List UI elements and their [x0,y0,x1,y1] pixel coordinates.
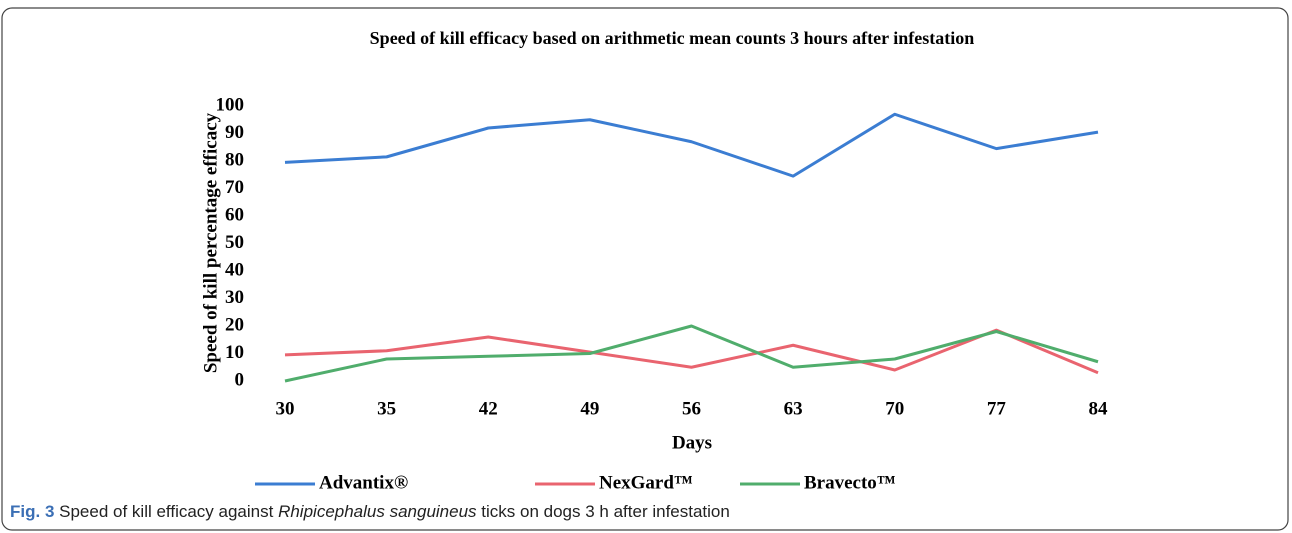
series-line [284,324,1099,383]
legend-label: NexGard™ [599,472,693,493]
x-tick-label: 35 [377,398,396,419]
y-tick-label: 10 [225,342,244,363]
y-axis-label: Speed of kill percentage efficacy [200,112,221,373]
y-tick-label: 50 [225,232,244,253]
x-tick-label: 49 [580,398,599,419]
chart-title: Speed of kill efficacy based on arithmet… [370,28,975,48]
x-tick-label: 30 [276,398,295,419]
x-tick-label: 77 [987,398,1007,419]
series-line [284,112,1099,178]
y-tick-label: 20 [225,314,244,335]
x-axis-label: Days [672,432,712,453]
y-tick-label: 60 [225,204,244,225]
x-tick-label: 84 [1089,398,1109,419]
y-tick-label: 30 [225,287,244,308]
caption-label: Fig. 3 [10,502,54,521]
caption-species: Rhipicephalus sanguineus [278,502,477,521]
y-tick-label: 90 [225,122,244,143]
y-tick-label: 40 [225,259,244,280]
caption-text: Speed of kill efficacy against [59,502,273,521]
figure-frame [1,7,1289,531]
y-tick-label: 80 [225,149,244,170]
series-line [284,328,1099,375]
y-tick-label: 70 [225,177,244,198]
y-tick-label: 0 [235,369,245,390]
y-tick-label: 100 [216,94,245,115]
caption: Fig. 3 Speed of kill efficacy against Rh… [10,502,730,521]
legend-label: Advantix® [319,472,408,493]
x-tick-label: 42 [479,398,498,419]
x-tick-label: 70 [885,398,904,419]
legend-label: Bravecto™ [804,472,896,493]
x-tick-label: 63 [784,398,803,419]
x-tick-label: 56 [682,398,701,419]
caption-text: ticks on dogs 3 h after infestation [481,502,730,521]
